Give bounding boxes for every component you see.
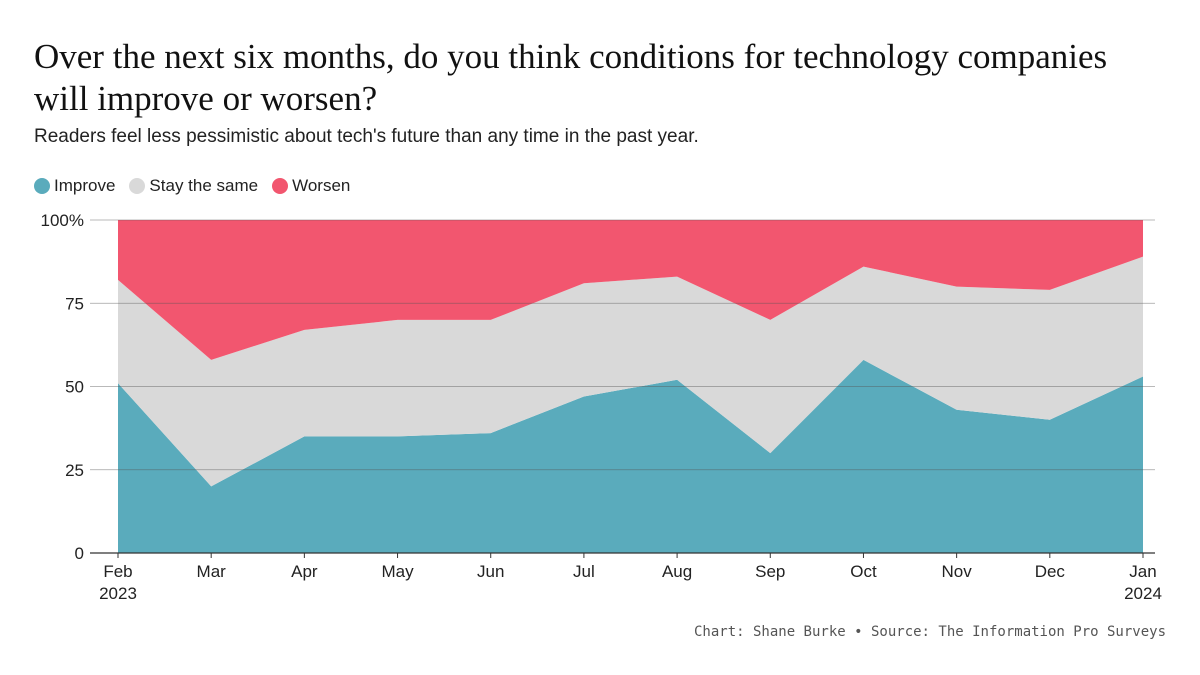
x-tick-label: Oct <box>850 562 877 581</box>
chart-subtitle: Readers feel less pessimistic about tech… <box>34 126 699 147</box>
y-tick-label: 50 <box>65 378 84 397</box>
legend-label-improve: Improve <box>54 176 116 195</box>
chart-credit: Chart: Shane Burke • Source: The Informa… <box>693 624 1166 640</box>
x-tick-label: Sep <box>755 562 785 581</box>
legend-swatch-stay-the-same <box>129 178 146 194</box>
x-tick-label: Aug <box>662 562 692 581</box>
legend-item-worsen: Worsen <box>272 176 350 196</box>
legend-swatch-improve <box>34 178 50 194</box>
chart-legend: Improve Stay the same Worsen <box>34 176 350 196</box>
x-tick-label: Mar <box>197 562 227 581</box>
y-tick-label: 75 <box>65 294 84 313</box>
y-tick-label: 25 <box>65 461 84 480</box>
area-series-stay-the-same <box>118 256 1143 487</box>
x-tick-label: Nov <box>942 562 973 581</box>
legend-swatch-worsen <box>272 178 289 194</box>
x-tick-label: Dec <box>1035 562 1066 581</box>
legend-label-stay-the-same: Stay the same <box>149 176 259 195</box>
chart-title: Over the next six months, do you think c… <box>34 37 1108 118</box>
y-tick-label: 0 <box>75 544 84 563</box>
area-series-improve <box>118 359 1143 553</box>
x-tick-label: May <box>381 562 414 581</box>
x-tick-label: Feb 2023 <box>99 562 137 603</box>
legend-item-improve: Improve <box>34 176 115 196</box>
x-tick-label: Jul <box>573 562 595 581</box>
x-tick-label: Jun <box>477 562 504 581</box>
x-tick-label: Jan 2024 <box>1124 562 1162 603</box>
area-series-worsen <box>118 220 1143 360</box>
x-tick-label: Apr <box>291 562 318 581</box>
legend-label-worsen: Worsen <box>292 176 351 195</box>
legend-item-stay-the-same: Stay the same <box>129 176 258 196</box>
y-tick-label: 100% <box>41 211 84 230</box>
